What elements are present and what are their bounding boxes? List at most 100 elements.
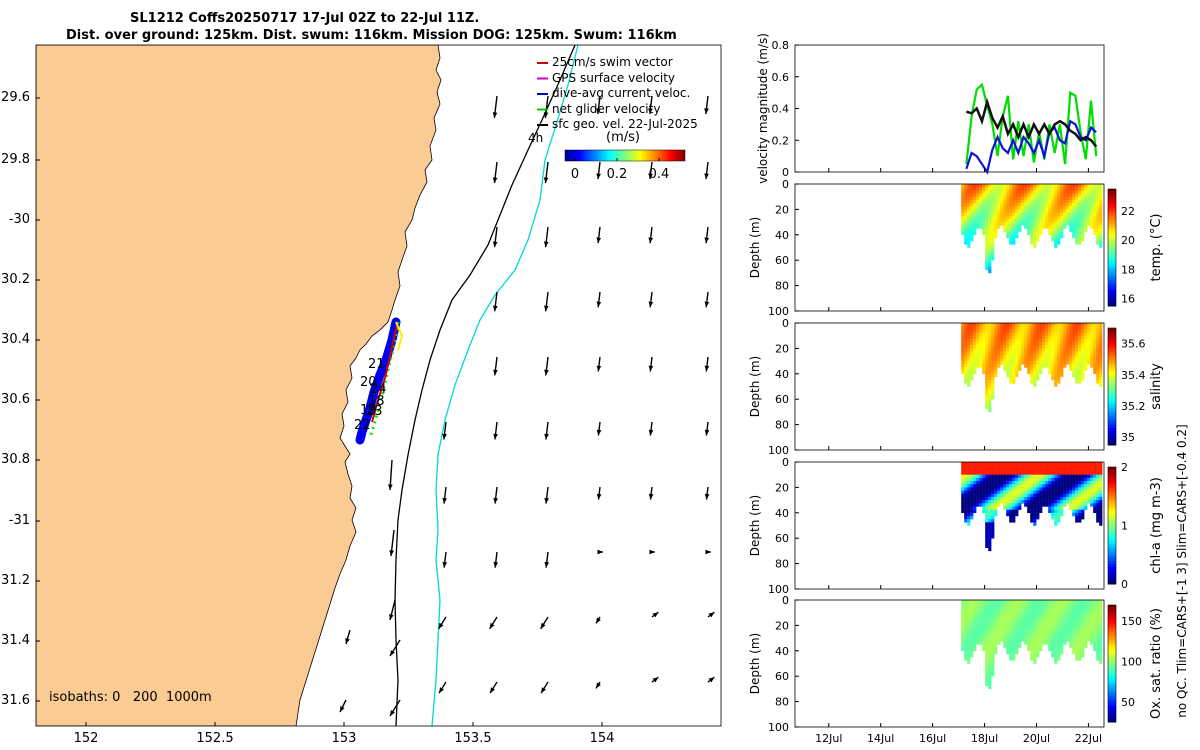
map-colorbar	[564, 149, 686, 162]
salinity-colorbar-label: salinity	[1149, 363, 1164, 410]
depth-ytick: 80	[775, 558, 789, 571]
velocity-arrow	[649, 549, 655, 555]
velocity-arrow	[544, 356, 549, 376]
lat-tick-label: 30.2	[1, 272, 30, 287]
colorbar-tick-label: 35.2	[1121, 400, 1146, 413]
depth-ylabel: Depth (m)	[748, 217, 762, 278]
velocity-ylabel: velocity magnitude (m/s)	[756, 33, 770, 184]
velocity-ytick: 0.2	[772, 134, 790, 147]
velocity-arrow	[442, 421, 447, 440]
velocity-arrow	[648, 95, 653, 115]
velocity-ytick: 0.8	[772, 39, 790, 52]
velocity-arrow	[596, 356, 602, 372]
depth-ytick: 80	[775, 696, 789, 709]
velocity-axes	[794, 44, 1105, 173]
velocity-arrow	[596, 486, 602, 500]
velocity-arrow	[442, 486, 447, 504]
depth-ytick: 0	[782, 456, 789, 469]
track-label: 21	[368, 357, 385, 372]
date-xtick: 16Jul	[919, 732, 946, 745]
velocity-arrow	[595, 681, 601, 689]
velocity-arrow	[595, 616, 601, 624]
lat-tick-label: 29.6	[1, 90, 30, 105]
colorbar-tick-label: 35.6	[1121, 338, 1146, 351]
depth-ytick: 40	[775, 645, 789, 658]
lat-tick-label: 30.6	[1, 392, 30, 407]
colorbar-tick-label: 150	[1121, 615, 1142, 628]
velocity-arrow	[648, 356, 654, 372]
legend-entry: net glider velocity	[552, 101, 661, 116]
glider-track	[355, 317, 404, 445]
oxygen-heatmap-cells	[961, 600, 1103, 690]
isobath-1000m	[431, 45, 579, 726]
velocity-arrow	[339, 699, 347, 713]
side-note: no QC. Tlim=CARS+[-1 3] Slim=CARS+[-0.4 …	[1175, 424, 1189, 717]
lat-tick-label: 31.4	[1, 633, 30, 648]
velocity-arrow	[705, 549, 711, 555]
legend-entry: sfc geo. vel. 22-Jul-2025	[552, 117, 698, 131]
chart-title-line1: SL1212 Coffs20250717 17-Jul 02Z to 22-Ju…	[130, 11, 480, 26]
temperature-colorbar-label: temp. (°C)	[1149, 214, 1164, 282]
lon-tick-label: 153.5	[454, 731, 492, 746]
velocity-arrow	[489, 681, 498, 694]
velocity-arrow	[543, 226, 549, 248]
legend-entry: 25cm/s swim vector	[552, 55, 673, 69]
depth-ytick: 80	[775, 280, 789, 293]
velocity-ytick: 0.4	[772, 103, 790, 116]
track-label: 23	[366, 404, 383, 419]
velocity-arrow	[651, 611, 659, 618]
colorbar-tick-label: 0.4	[648, 167, 670, 182]
isobaths-label: isobaths: 0 200 1000m	[49, 690, 212, 705]
legend-entry: dive-avg current veloc.	[552, 86, 691, 100]
velocity-arrow	[492, 95, 498, 119]
velocity-arrow	[544, 291, 549, 312]
velocity-arrow	[707, 611, 715, 618]
velocity-arrow	[597, 549, 603, 555]
lat-tick-label: 30.4	[1, 332, 30, 347]
velocity-arrow	[544, 551, 550, 568]
salinity-colorbar	[1107, 327, 1117, 446]
depth-ytick: 0	[782, 178, 789, 191]
velocity-arrow	[544, 486, 549, 504]
depth-ytick: 100	[768, 583, 789, 596]
colorbar-tick-label: 0.2	[606, 167, 628, 182]
velocity-arrow	[648, 486, 654, 500]
velocity-arrow	[493, 421, 498, 440]
depth-ytick: 40	[775, 368, 789, 381]
temperature-colorbar	[1107, 188, 1117, 307]
isobath-200m	[394, 45, 576, 726]
velocity-arrow	[707, 676, 715, 683]
velocity-arrow	[704, 95, 709, 115]
colorbar-title: (m/s)	[606, 130, 640, 145]
lon-tick-label: 154	[589, 731, 615, 746]
velocity-arrow	[493, 551, 499, 568]
velocity-arrow	[493, 486, 498, 504]
velocity-arrow	[389, 599, 396, 621]
temperature-heatmap-cells	[961, 184, 1103, 274]
depth-ytick: 60	[775, 532, 789, 545]
depth-ytick: 60	[775, 254, 789, 267]
track-label: 24	[370, 382, 387, 397]
velocity-arrow	[596, 291, 602, 308]
chart-title-line2: Dist. over ground: 125km. Dist. swum: 11…	[66, 28, 677, 43]
velocity-arrow	[704, 421, 710, 436]
date-xtick: 14Jul	[867, 732, 894, 745]
series-line-sfc-geo-vel-	[966, 97, 1098, 148]
oxygen-colorbar	[1107, 604, 1117, 723]
colorbar-tick-label: 35	[1121, 431, 1135, 444]
velocity-arrow	[651, 676, 659, 683]
track-label: 22	[354, 418, 371, 433]
velocity-arrow	[438, 616, 447, 630]
velocity-arrow	[704, 486, 710, 500]
chl-a-colorbar-label: chl-a (mg m-3)	[1149, 477, 1164, 574]
colorbar-tick-label: 22	[1121, 205, 1135, 218]
hour-label: 4h	[528, 131, 544, 145]
lat-tick-label: 31.6	[1, 693, 30, 708]
date-xtick: 12Jul	[815, 732, 842, 745]
depth-ylabel: Depth (m)	[748, 356, 762, 417]
velocity-arrow	[704, 226, 710, 244]
depth-ytick: 0	[782, 594, 789, 607]
colorbar-tick-label: 35.4	[1121, 369, 1146, 382]
velocity-arrow	[704, 291, 710, 308]
